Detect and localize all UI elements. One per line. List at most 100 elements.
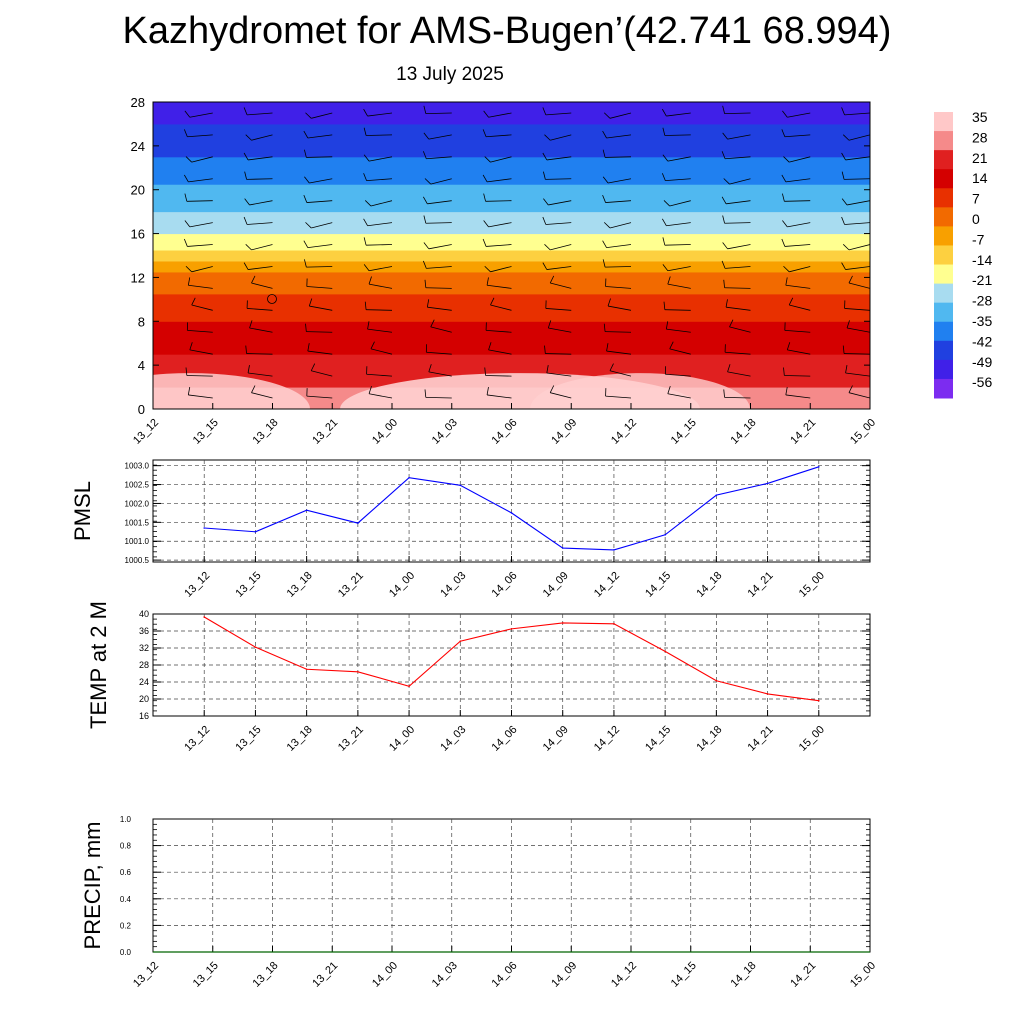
x-tick-label: 14_12 [609,417,639,447]
wind-barb [366,178,393,182]
wind-barb [603,112,611,119]
wind-barb [782,193,785,202]
wind-barb [605,395,632,399]
wind-barb [727,371,751,377]
wind-barb [368,393,393,399]
wind-barb [126,280,127,288]
wind-barb [609,363,614,371]
wind-barb [663,301,666,310]
wind-barb [602,176,609,184]
wind-barb [727,244,751,250]
grid-lines [153,819,870,952]
x-tick-label: 13_18 [251,417,281,447]
wind-barb [306,286,333,289]
wind-barb [307,343,310,352]
y-tick-label: 16 [131,227,145,242]
wind-barb [251,385,256,393]
wind-barb [841,216,845,225]
data-point [357,671,359,673]
wind-barb [785,178,811,183]
wind-barb [848,282,870,289]
wind-barb [153,287,154,289]
y-tick-label: 0.6 [120,868,132,877]
wind-barb [729,178,751,185]
wind-barb [244,198,250,206]
wind-barb [848,275,853,284]
warm-core-contour [153,373,310,409]
wind-barb [725,266,751,269]
colorbar-swatch [934,150,953,170]
wind-barb [666,328,691,333]
wind-barb [490,156,512,163]
x-tick-label: 14_06 [490,417,520,447]
wind-barb [306,331,333,333]
wind-barb [543,171,546,180]
precip-panel: 0.0 0.2 0.4 0.6 0.8 1.0 13_12 13_15 13_18 13_21 14… [80,815,878,990]
wind-barb [304,149,307,158]
wind-barb [543,198,549,206]
wind-barb [783,156,790,163]
wind-barb [246,178,273,180]
wind-barb [132,320,136,327]
data-point [254,530,257,533]
x-tick-label: 14_03 [438,724,468,754]
colorbar-swatch [934,340,953,361]
wind-barb [846,327,870,333]
x-tick-label: 15_00 [797,570,827,600]
colorbar-legend: 35 28 21 14 7 0 -7 -14 -21 -28 -35 -42 -49 -56 [934,109,992,399]
heatmap-band [153,184,870,213]
y-tick-label: 32 [139,643,149,653]
colorbar-label: -49 [972,354,992,370]
wind-barb [665,321,669,330]
wind-barb [723,178,730,185]
wind-barb [667,266,691,272]
wind-barb [841,198,848,206]
wind-barb [247,222,273,225]
wind-barb [727,134,751,140]
wind-barb [789,266,811,273]
x-tick-label: 15_00 [848,417,878,447]
wind-barb [726,306,751,311]
wind-barb [606,134,632,139]
wind-barb [484,156,491,163]
wind-barb [153,309,154,311]
wind-barb [251,244,273,251]
colorbar-swatch [934,207,953,227]
x-tick-label: 14_15 [643,570,673,600]
wind-barb [603,222,611,229]
wind-barb [549,275,555,284]
wind-barb [724,222,751,224]
y-tick-label: 0.4 [120,895,132,904]
wind-barb [724,397,751,399]
wind-barb [490,297,495,306]
x-tick-label: 13_15 [191,417,221,447]
wind-barb [545,178,572,180]
data-point [664,650,666,653]
wind-barb [783,367,785,376]
y-tick-label: 24 [139,677,149,687]
x-tick-label: 14_15 [669,960,699,990]
y-tick-label: 8 [138,314,145,329]
wind-barb [606,244,632,249]
wind-barb [189,112,213,118]
wind-barb [785,277,788,286]
wind-barb [545,222,572,225]
wind-barb [486,134,512,138]
wind-barb [126,389,127,397]
x-tick-label: 14_18 [694,724,724,754]
wind-barb [425,112,452,114]
wind-barb [187,277,191,286]
y-tick-label: 28 [139,660,149,670]
data-point [715,679,718,682]
wind-barb [665,178,691,182]
wind-barb [844,308,870,311]
wind-barb [367,321,370,330]
wind-barb [667,156,691,162]
wind-barb [153,200,154,202]
wind-barb [370,348,393,355]
wind-barb [153,112,154,114]
wind-barb [662,154,669,162]
colorbar-label: 28 [972,129,988,145]
wind-barb [607,298,611,307]
wind-barb [153,353,154,355]
